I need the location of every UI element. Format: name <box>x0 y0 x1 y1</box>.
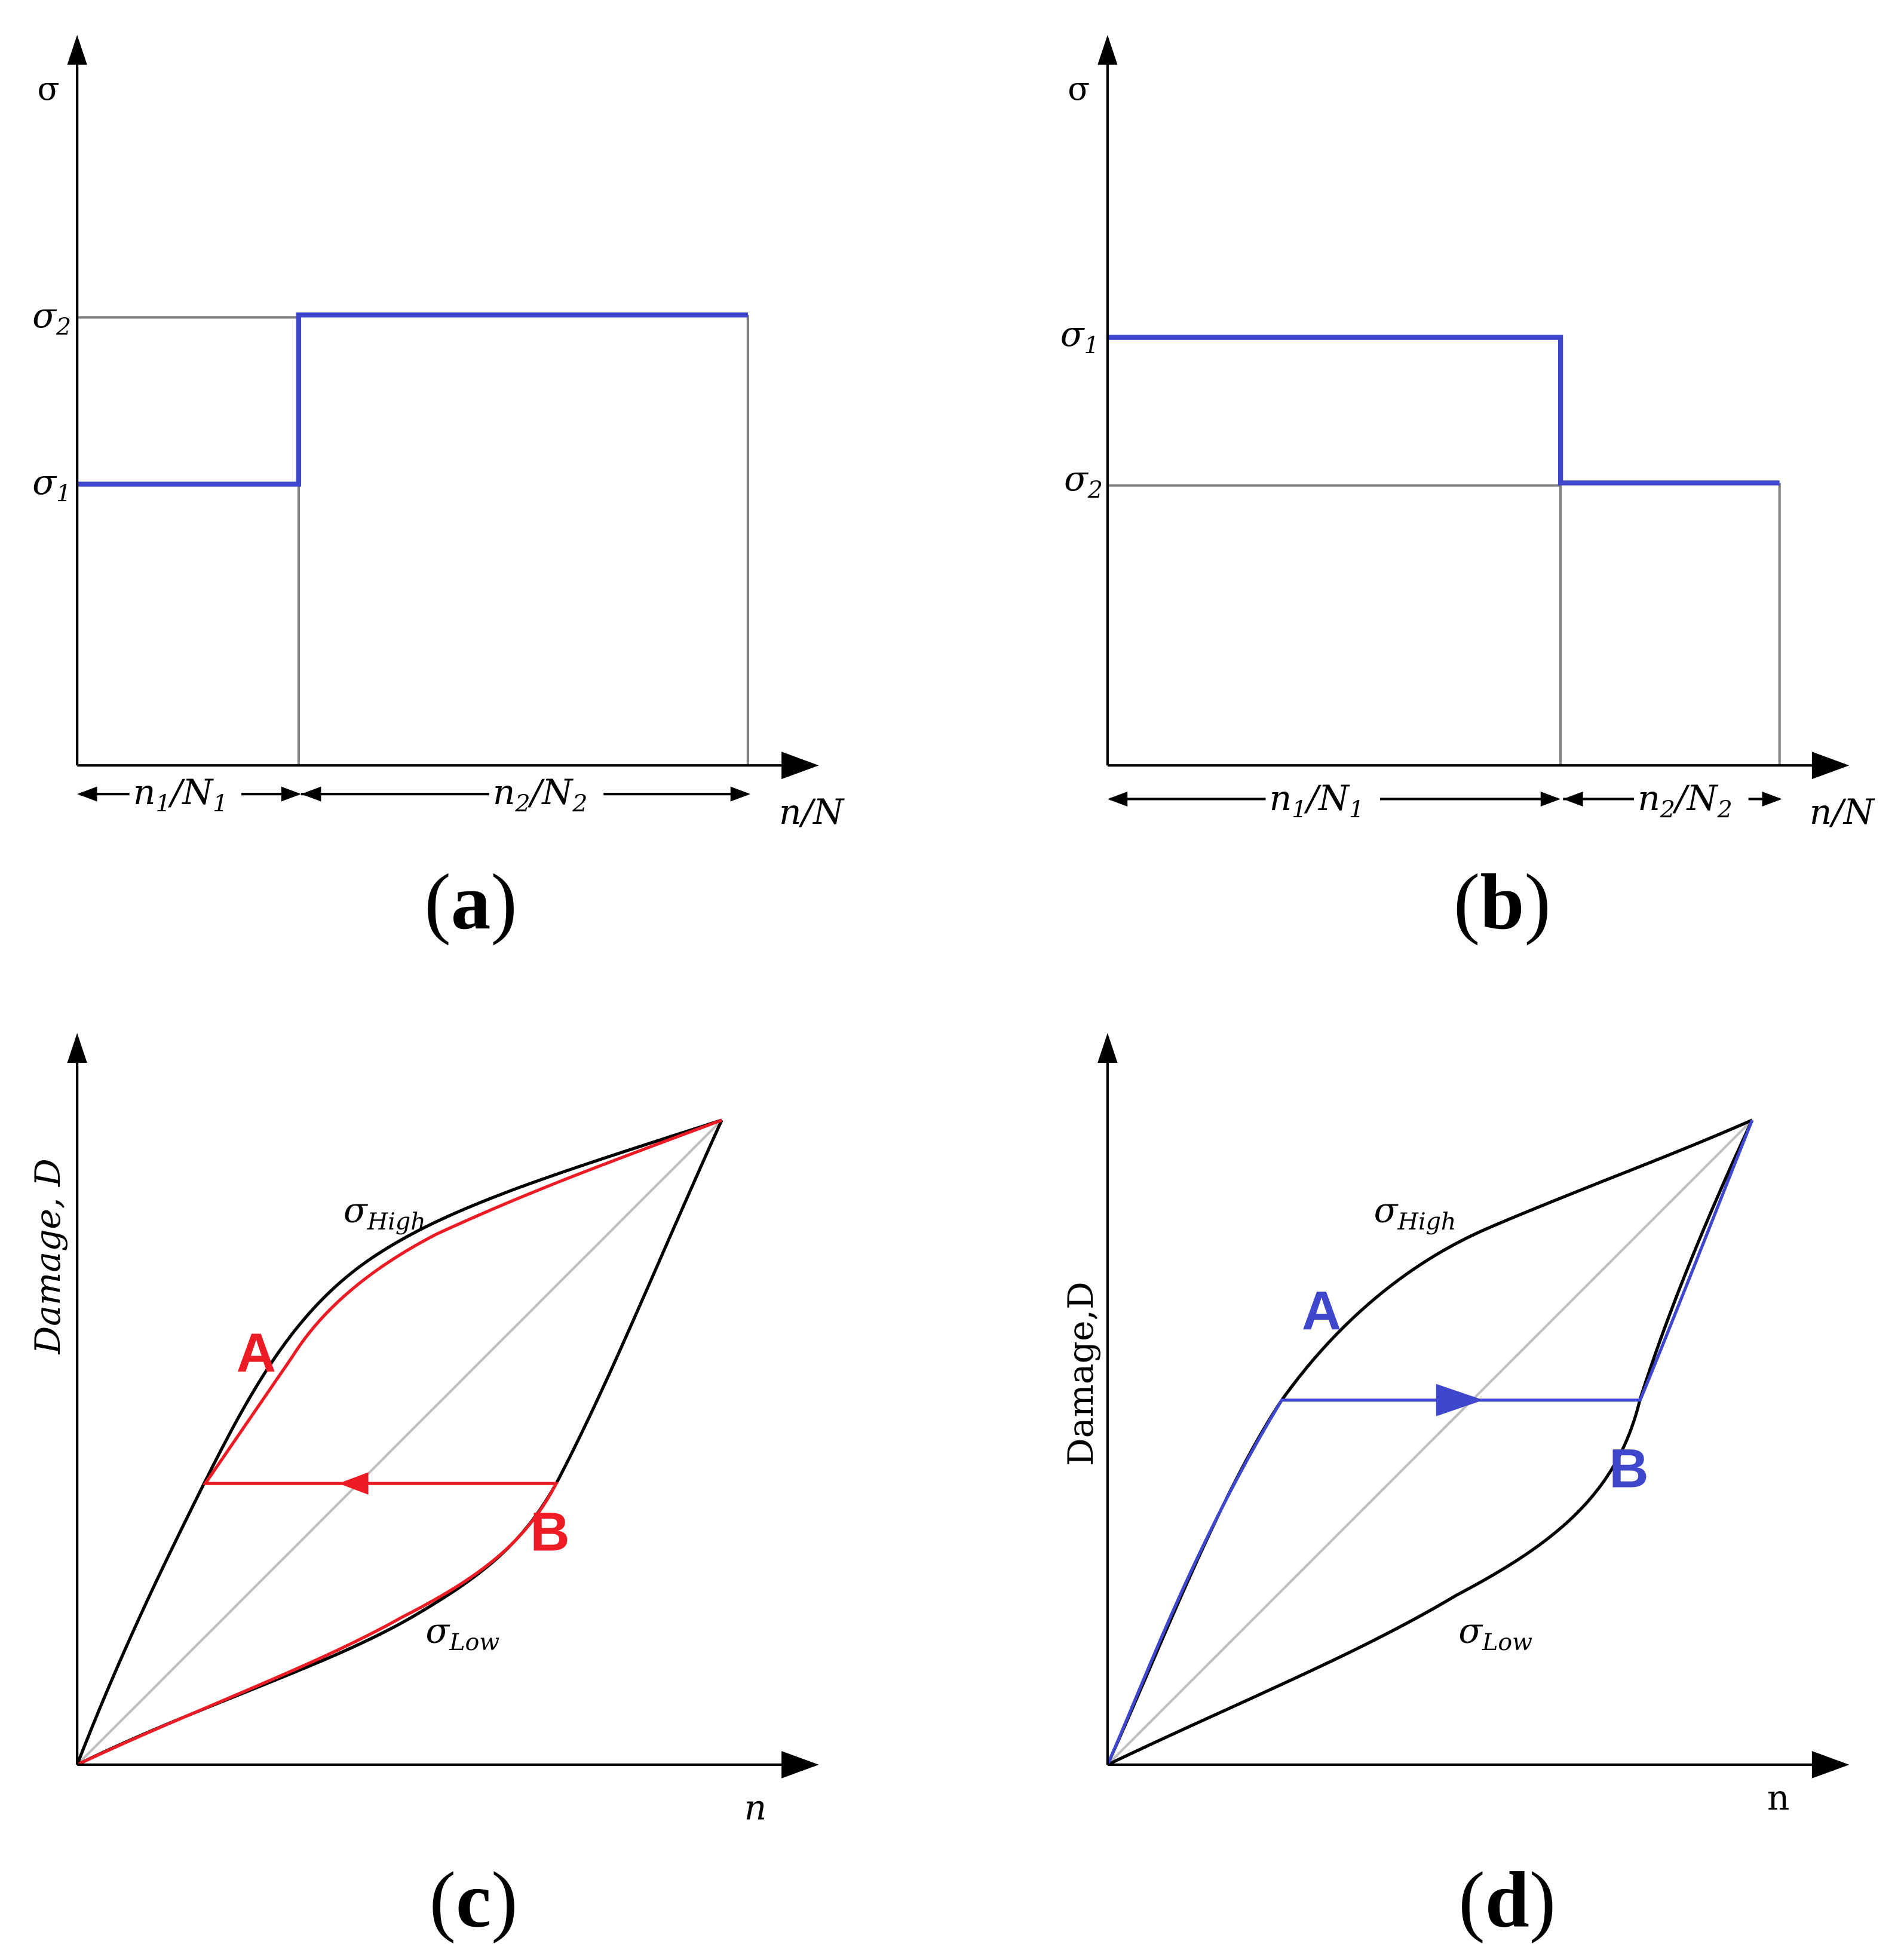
panel-a-span-2-arrowhead-right <box>730 786 751 802</box>
panel-b-x-axis-arrowhead <box>1811 752 1850 780</box>
panel-a-span-1-label: n1/N1 <box>133 772 228 817</box>
panel-b-tick-sigma-lower: σ2 <box>1064 458 1103 504</box>
panel-a-span-2-arrowhead-left <box>301 786 321 802</box>
panel-a-stress-history-line <box>77 312 748 487</box>
panel-c-linear-damage-diagonal <box>76 1119 723 1766</box>
panel-b-y-axis-label: σ <box>1068 70 1090 108</box>
panel-d-low-curve-label: σLow <box>1458 1611 1532 1656</box>
panel-a-span-1-arrowhead-right <box>281 786 302 802</box>
panel-c-transfer-arrowhead <box>338 1472 369 1495</box>
panel-b-span-2-arrowhead-right <box>1762 791 1782 807</box>
panel-d-point-b-label: B <box>1609 1438 1648 1499</box>
panel-a-span-1-arrowhead-left <box>77 786 97 802</box>
panel-b-span-2-label: n2/N2 <box>1638 778 1733 823</box>
panel-a-tick-sigma-upper: σ2 <box>32 295 71 341</box>
panel-c-point-a-label: A <box>237 1323 276 1384</box>
panel-b-span-1-arrowhead-left <box>1107 791 1128 807</box>
panel-b-x-axis-label: n/N <box>1810 792 1875 832</box>
panel-a-y-axis-label: σ <box>37 70 59 108</box>
panel-b-tick-sigma-upper: σ1 <box>1060 314 1099 359</box>
panel-a-y-axis-arrowhead <box>67 35 87 65</box>
panel-b-span-2-arrowhead-left <box>1563 791 1583 807</box>
panel-b-span-1-arrowhead-right <box>1540 791 1561 807</box>
panel-b-caption: (b) <box>1454 857 1551 946</box>
panel-d-caption: (d) <box>1458 1856 1556 1944</box>
panel-c-y-axis-label: Damage, D <box>27 1158 68 1354</box>
panel-a-x-axis-label: n/N <box>779 792 845 832</box>
panel-b: σ n/N σ1 σ2 n1/N1 n2/N2 (b) <box>1060 35 1875 946</box>
panel-a-caption: (a) <box>424 857 517 946</box>
panel-c: Damage, D n σHigh σLow A B (c) <box>27 1033 819 1944</box>
panel-d-linear-damage-diagonal <box>1106 1119 1753 1766</box>
panel-c-x-axis-label: n <box>744 1787 767 1828</box>
panel-c-point-b-label: B <box>530 1502 569 1563</box>
panel-a-x-axis-arrowhead <box>781 752 819 780</box>
panel-b-stress-history-line <box>1107 335 1780 486</box>
panel-c-x-axis-arrowhead <box>781 1750 819 1779</box>
panel-c-high-curve-label: σHigh <box>344 1190 426 1235</box>
panel-a-tick-sigma-lower: σ1 <box>32 462 71 507</box>
panel-b-y-axis-arrowhead <box>1097 35 1118 65</box>
panel-d-low-stress-curve <box>1106 1119 1754 1767</box>
panel-d-transfer-arrowhead <box>1436 1384 1483 1416</box>
panel-a: σ n/N σ2 σ1 n1/N1 n2/N2 (a) <box>32 35 845 946</box>
panel-c-high-stress-curve <box>75 1118 722 1765</box>
panel-a-span-2-label: n2/N2 <box>493 772 588 817</box>
panel-c-red-load-path <box>76 1118 723 1767</box>
panel-d-x-axis-arrowhead <box>1811 1750 1850 1779</box>
panel-d-blue-load-path <box>1106 1119 1754 1765</box>
panel-d-y-axis-label: Damage,D <box>1060 1281 1101 1466</box>
panel-d: Damage,D n σHigh σLow A B (d) <box>1060 1033 1850 1944</box>
panel-c-low-curve-label: σLow <box>425 1611 499 1656</box>
panel-d-point-a-label: A <box>1302 1280 1341 1341</box>
panel-d-x-axis-label: n <box>1767 1777 1790 1818</box>
panel-b-span-1-label: n1/N1 <box>1270 778 1365 823</box>
panel-c-caption: (c) <box>430 1856 518 1944</box>
panel-d-y-axis-arrowhead <box>1097 1033 1118 1063</box>
panel-c-y-axis-arrowhead <box>67 1033 87 1063</box>
panel-d-high-curve-label: σHigh <box>1374 1190 1457 1235</box>
